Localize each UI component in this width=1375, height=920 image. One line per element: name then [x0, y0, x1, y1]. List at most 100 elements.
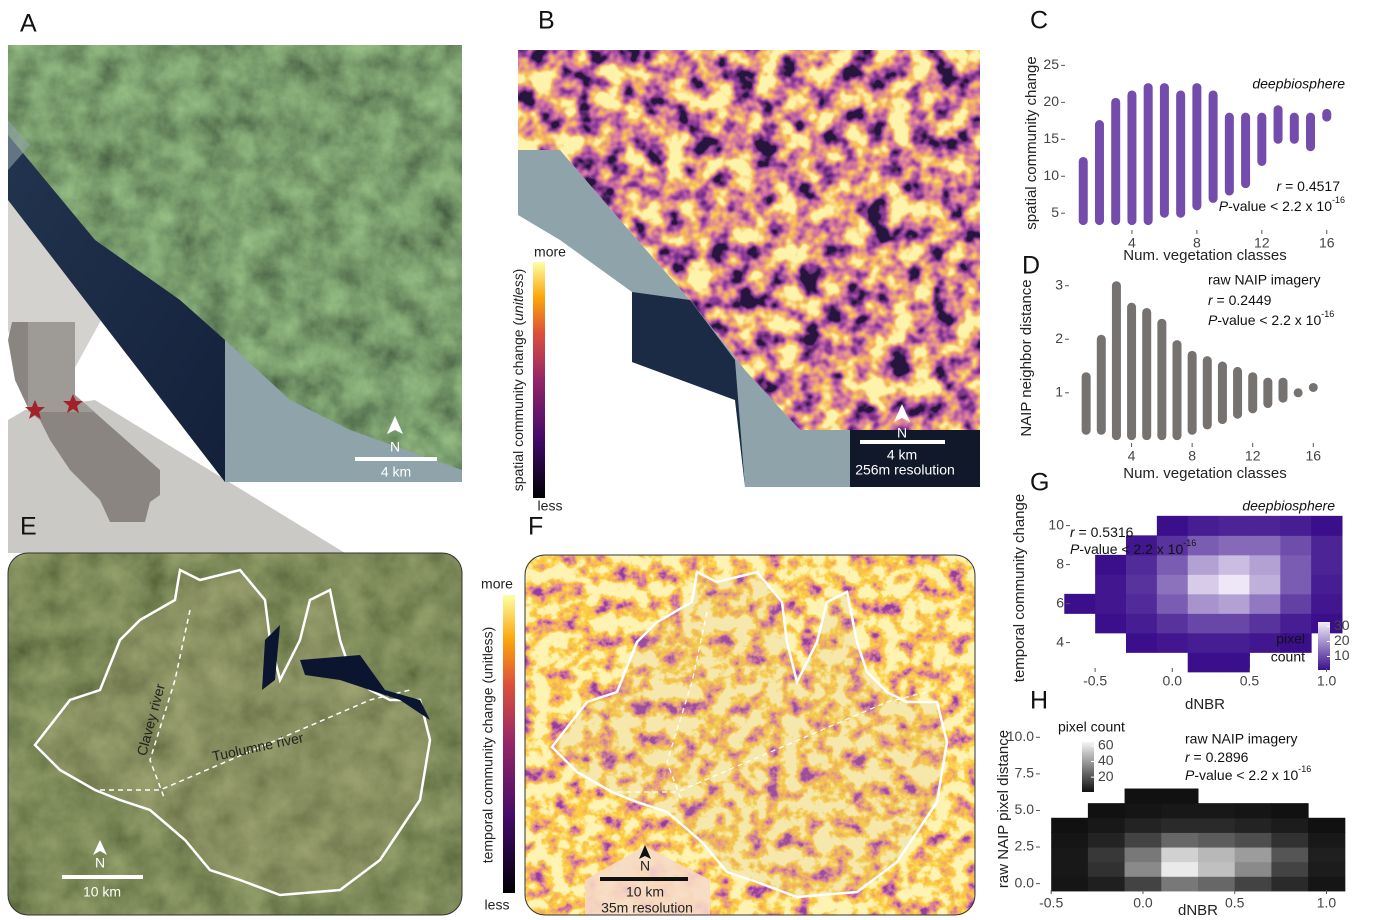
hex-bin [1125, 862, 1162, 877]
x-tick-label: 0.0 [1163, 673, 1183, 689]
hex-bin [1095, 594, 1126, 614]
hex-bin [1088, 862, 1125, 877]
x-tick-label: 16 [1319, 235, 1335, 251]
p-value: P-value < 2.2 x 10-16 [1208, 309, 1334, 327]
hex-bin [1095, 613, 1126, 633]
colorbar-tick-label: 60 [1098, 737, 1114, 753]
panel-label: B [538, 7, 555, 35]
hex-bin [1198, 847, 1235, 862]
x-tick-label: -0.5 [1083, 673, 1107, 689]
panel-label: D [1022, 252, 1040, 280]
colorbar [1082, 742, 1094, 792]
model-label: deepbiosphere [1242, 498, 1335, 514]
stat-value: = 0.2896 [1190, 749, 1249, 765]
hex-bin [1161, 847, 1198, 862]
x-tick-label: 1.0 [1317, 895, 1337, 911]
hex-bin [1311, 516, 1342, 536]
hex-bin [1271, 876, 1308, 891]
y-axis-label: raw NAIP pixel distance [995, 730, 1012, 888]
hex-bin [1126, 594, 1157, 614]
y-tick-label: 10 [1043, 167, 1059, 183]
hex-bin [1125, 832, 1162, 847]
scale-label: 4 km [887, 447, 917, 463]
hex-bin [1161, 818, 1198, 833]
hex-bin [1051, 832, 1088, 847]
hex-bin [1188, 516, 1219, 536]
p-exponent: -16 [1183, 538, 1196, 548]
figure: N 4 km N 4 km 256m resolution more less … [0, 0, 1375, 920]
scale-label: 10 km [626, 884, 664, 900]
hex-bin [1219, 535, 1250, 555]
north-label: N [390, 439, 400, 455]
hex-bin [1161, 789, 1198, 804]
hex-bin [1280, 516, 1311, 536]
hex-bin [1157, 613, 1188, 633]
hex-bin [1157, 555, 1188, 575]
model-label: raw NAIP imagery [1185, 731, 1298, 747]
hex-bin [1219, 555, 1250, 575]
hex-bin [1280, 594, 1311, 614]
y-tick-label: 6 [1056, 594, 1064, 610]
hex-bin [1235, 832, 1272, 847]
hex-bin [1157, 633, 1188, 653]
hex-bin [1235, 862, 1272, 877]
panel-label: A [20, 10, 37, 38]
hex-bin [1249, 555, 1280, 575]
correlation: r = 0.5316 [1070, 524, 1134, 540]
y-tick-label: 8 [1056, 555, 1064, 571]
p-value: P-value < 2.2 x 10-16 [1219, 195, 1345, 213]
hex-bin [1051, 847, 1088, 862]
hex-bin [1198, 803, 1235, 818]
p-value: P-value < 2.2 x 10-16 [1070, 538, 1196, 556]
colorbar-label: pixel [1276, 631, 1305, 647]
scale-label: 4 km [381, 464, 411, 480]
hex-bin [1219, 613, 1250, 633]
hex-bin [1280, 535, 1311, 555]
north-label: N [897, 425, 907, 441]
x-tick-label: 0.0 [1133, 895, 1153, 911]
x-tick-label: 8 [1188, 448, 1196, 464]
p-text: -value < 2.2 x 10 [1079, 541, 1183, 557]
hex-bin [1125, 876, 1162, 891]
hex-bin [1271, 803, 1308, 818]
x-tick-label: 0.5 [1225, 895, 1245, 911]
hex-bin [1235, 818, 1272, 833]
hex-bin [1126, 555, 1157, 575]
north-label: N [95, 855, 105, 871]
hex-bin [1051, 818, 1088, 833]
colorbar-label: count [1271, 649, 1305, 665]
colorbar-low: less [485, 897, 510, 913]
colorbar-tick-label: 20 [1334, 632, 1350, 648]
hex-bin [1188, 574, 1219, 594]
y-tick-label: 5.0 [1015, 801, 1035, 817]
hex-bin [1095, 574, 1126, 594]
hex-bin [1271, 832, 1308, 847]
y-axis-label: spatial community change [1023, 56, 1040, 229]
hex-bin [1249, 535, 1280, 555]
stat-value: = 0.2449 [1213, 292, 1272, 308]
colorbar-tick-label: 30 [1334, 617, 1350, 633]
hex-bin [1188, 613, 1219, 633]
colorbar-low: less [538, 498, 563, 514]
y-tick-label: 1 [1055, 384, 1063, 400]
colorbar-high: more [481, 576, 513, 592]
hex-bin [1308, 862, 1345, 877]
x-axis-label: Num. vegetation classes [1123, 247, 1286, 264]
resolution-label: 35m resolution [601, 900, 693, 916]
colorbar-label: pixel count [1058, 719, 1125, 735]
y-tick-label: 0.0 [1015, 874, 1035, 890]
north-label: N [640, 858, 650, 874]
hex-bin [1157, 574, 1188, 594]
hex-bin [1051, 862, 1088, 877]
y-axis-label: temporal community change [1011, 494, 1028, 682]
correlation: r = 0.4517 [1277, 178, 1341, 194]
hex-bin [1280, 574, 1311, 594]
hex-bin [1198, 832, 1235, 847]
hex-bin [1311, 555, 1342, 575]
y-tick-label: 2 [1055, 330, 1063, 346]
colorbar [503, 595, 515, 893]
hex-bin [1311, 535, 1342, 555]
hex-bin [1271, 847, 1308, 862]
hex-bin [1161, 862, 1198, 877]
hex-bin [1126, 613, 1157, 633]
